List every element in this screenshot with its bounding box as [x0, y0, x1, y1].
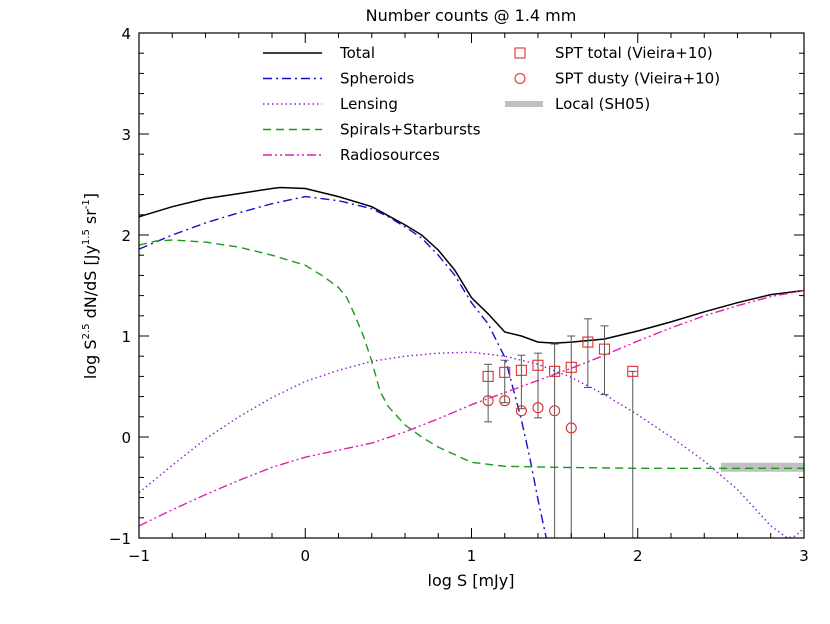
spt-dusty-point	[565, 422, 577, 434]
y-label-sup-2: 1.5	[81, 229, 92, 245]
spt-total-point	[515, 364, 527, 376]
y-tick-label: 2	[121, 227, 131, 245]
marker-layer	[482, 318, 639, 539]
y-label-part-1: log S	[81, 339, 100, 379]
y-tick-label: 3	[121, 126, 131, 144]
spt-total-point	[499, 366, 511, 378]
y-tick-label: −1	[109, 530, 131, 548]
x-tick-label: 3	[799, 547, 809, 565]
y-label-part-3: sr	[81, 209, 100, 229]
spt-total-point	[627, 365, 639, 377]
x-tick-label: 2	[633, 547, 643, 565]
spt-dusty-point	[549, 405, 561, 417]
series-radiosources	[139, 289, 804, 527]
y-label-part-2: dN/dS [Jy	[81, 245, 100, 323]
spt-dusty-point	[499, 395, 511, 407]
y-label-part-4: ]	[81, 193, 100, 199]
legend-label: Local (SH05)	[555, 95, 650, 113]
series-lensing	[139, 351, 804, 538]
legend-square-symbol	[514, 47, 526, 59]
x-axis-label: log S [mJy]	[428, 571, 515, 590]
legend-circle-symbol	[514, 72, 526, 85]
spt-dusty-point	[515, 405, 527, 417]
y-tick-label: 1	[121, 328, 131, 346]
x-tick-label: 0	[300, 547, 310, 565]
series-spheroids	[139, 195, 547, 538]
spt-dusty-point	[482, 395, 494, 407]
spt-total-point	[598, 343, 611, 355]
legend: Total Spheroids Lensing Spirals+Starbursts R…	[263, 44, 720, 164]
legend-label: Total	[339, 44, 375, 62]
spt-total-point	[565, 361, 577, 373]
spt-dusty-point	[532, 402, 544, 414]
spt-total-point	[532, 359, 544, 371]
spt-total-point	[582, 336, 594, 348]
legend-label: SPT dusty (Vieira+10)	[555, 70, 720, 88]
spt-total-point	[549, 365, 561, 377]
chart-title: Number counts @ 1.4 mm	[366, 6, 577, 25]
x-tick-label: 1	[467, 547, 477, 565]
x-tick-label: −1	[128, 547, 150, 565]
y-tick-label: 0	[121, 429, 131, 447]
legend-label: Spheroids	[340, 70, 414, 88]
series-layer	[139, 186, 804, 538]
legend-label: Radiosources	[340, 146, 440, 164]
legend-label: Lensing	[340, 95, 398, 113]
legend-label: Spirals+Starbursts	[340, 121, 481, 139]
series-total	[139, 186, 804, 344]
y-label-sup-3: -1	[81, 199, 92, 209]
plot-frame	[138, 32, 805, 539]
y-tick-label: 4	[121, 25, 131, 43]
spt-total-point	[482, 370, 494, 382]
tick-layer: −1 0 1 2 3 −1 0 1 2 3 4	[109, 25, 809, 565]
series-spirals-starbursts	[139, 239, 804, 469]
y-axis-label: log S2.5 dN/dS [Jy1.5 sr-1]	[81, 193, 100, 379]
legend-label: SPT total (Vieira+10)	[555, 44, 713, 62]
y-label-sup-1: 2.5	[81, 324, 92, 340]
